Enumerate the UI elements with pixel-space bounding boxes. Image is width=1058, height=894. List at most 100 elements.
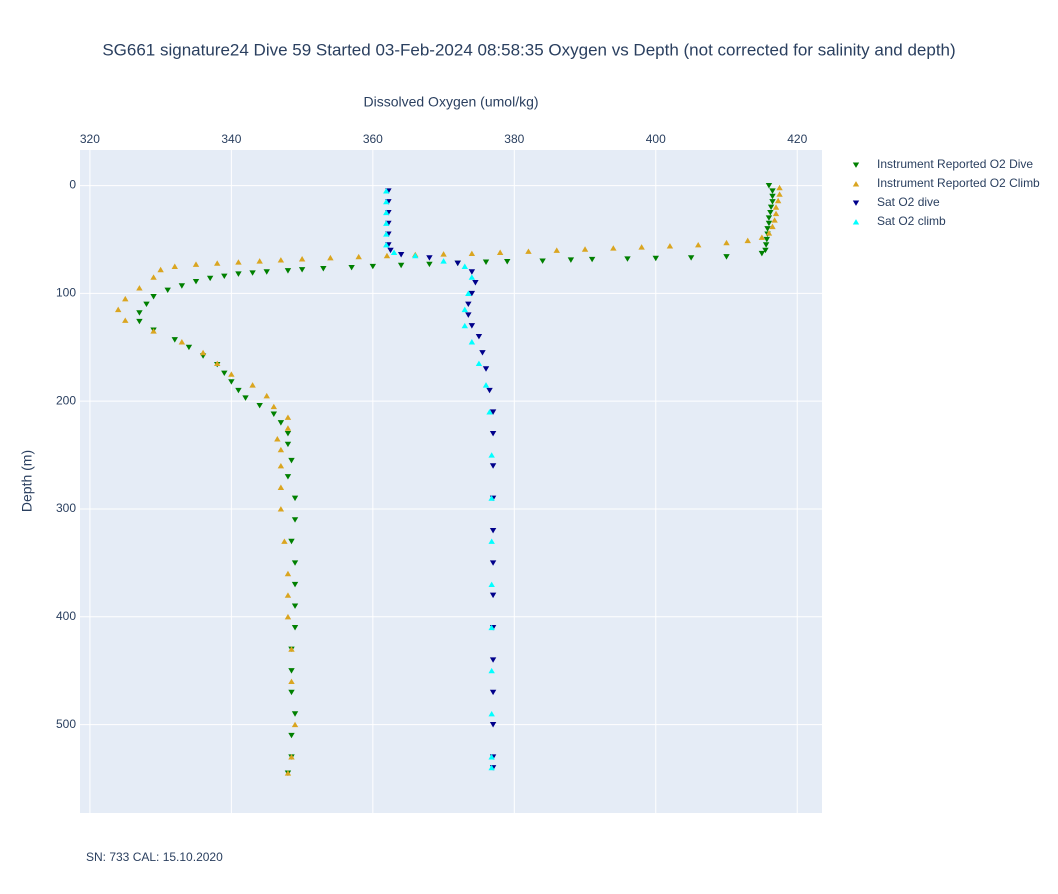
point	[136, 318, 143, 325]
point	[758, 234, 766, 240]
point	[277, 257, 285, 263]
point	[122, 317, 129, 323]
y-tick-label: 200	[56, 393, 76, 407]
point	[284, 770, 292, 776]
point	[288, 646, 295, 652]
legend-label: Instrument Reported O2 Climb	[877, 176, 1040, 190]
point	[479, 350, 486, 356]
point	[482, 366, 490, 372]
point	[666, 243, 674, 249]
point	[122, 295, 129, 302]
point	[488, 667, 495, 674]
point	[397, 262, 405, 269]
point	[776, 184, 783, 191]
point	[390, 249, 398, 255]
x-tick-label: 320	[80, 132, 100, 146]
point	[284, 425, 292, 431]
point	[284, 441, 292, 448]
x-tick-label: 420	[787, 132, 807, 146]
point	[504, 259, 511, 265]
point	[284, 414, 292, 420]
point	[291, 625, 299, 631]
point	[764, 226, 771, 232]
point	[489, 527, 497, 534]
point	[482, 382, 490, 388]
point	[355, 253, 362, 260]
point	[468, 269, 476, 275]
point	[150, 274, 157, 280]
point	[652, 255, 659, 262]
point	[468, 274, 476, 280]
y-tick-label: 400	[56, 609, 76, 623]
point	[465, 290, 472, 296]
point	[114, 306, 122, 313]
point	[765, 183, 773, 189]
point	[164, 287, 171, 294]
point	[249, 270, 256, 276]
x-tick-label: 360	[363, 132, 383, 146]
point	[348, 264, 355, 271]
point	[298, 267, 306, 273]
point	[288, 732, 295, 739]
point	[235, 387, 242, 394]
legend-label: Sat O2 climb	[877, 214, 946, 228]
point	[489, 689, 497, 696]
y-tick-label: 100	[56, 286, 76, 300]
point	[383, 209, 390, 216]
point	[291, 560, 299, 566]
point	[171, 263, 178, 269]
point	[454, 260, 461, 267]
point	[242, 395, 249, 401]
point	[284, 474, 292, 480]
point	[765, 215, 773, 221]
point	[763, 236, 771, 243]
point	[488, 710, 495, 717]
point	[769, 193, 776, 200]
point	[488, 495, 495, 501]
chart-title: SG661 signature24 Dive 59 Started 03-Feb…	[102, 40, 955, 59]
legend-label: Instrument Reported O2 Dive	[877, 157, 1033, 171]
point	[769, 223, 776, 230]
point	[624, 256, 631, 262]
point	[489, 657, 497, 663]
point	[277, 484, 285, 490]
point	[440, 258, 447, 264]
point	[214, 360, 221, 367]
point	[774, 197, 782, 204]
point	[284, 570, 292, 577]
point	[772, 204, 780, 210]
point	[426, 261, 433, 268]
x-tick-label: 400	[646, 132, 666, 146]
point	[284, 592, 292, 598]
point	[383, 220, 390, 226]
point	[488, 581, 495, 588]
point	[270, 411, 278, 418]
point	[263, 392, 270, 399]
point	[369, 263, 377, 270]
point	[256, 258, 263, 264]
point	[235, 259, 242, 265]
point	[288, 457, 295, 464]
point	[581, 246, 589, 252]
point	[468, 339, 476, 345]
x-tick-label: 340	[221, 132, 241, 146]
point	[488, 452, 495, 458]
point	[489, 430, 497, 437]
point	[426, 255, 433, 261]
point	[291, 517, 299, 523]
legend-label: Sat O2 dive	[877, 195, 940, 209]
point	[762, 242, 770, 248]
data-marks	[114, 183, 783, 776]
point	[468, 290, 476, 297]
point	[150, 328, 157, 334]
point	[488, 754, 495, 760]
legend-marker	[852, 219, 860, 225]
point	[723, 254, 730, 260]
point	[387, 247, 394, 254]
point	[291, 721, 299, 728]
legend-marker	[852, 162, 860, 168]
point	[765, 230, 773, 236]
point	[178, 339, 186, 345]
